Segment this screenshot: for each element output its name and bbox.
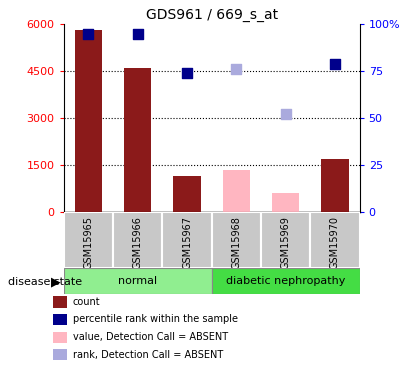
Bar [113,212,162,268]
Bar [173,176,201,212]
Bar [272,192,299,212]
Point [134,31,141,37]
Bar [212,212,261,268]
Bar [64,212,113,268]
Text: ▶: ▶ [51,276,60,288]
Point [85,31,92,37]
Text: GSM15970: GSM15970 [330,216,340,269]
Point [332,61,338,67]
Bar [162,212,212,268]
Text: GSM15967: GSM15967 [182,216,192,269]
Point [233,66,240,72]
Bar [75,30,102,212]
Text: diabetic nephropathy: diabetic nephropathy [226,276,345,286]
Text: percentile rank within the sample: percentile rank within the sample [73,315,238,324]
Title: GDS961 / 669_s_at: GDS961 / 669_s_at [145,8,278,22]
Text: GSM15968: GSM15968 [231,216,241,269]
Bar [212,268,360,294]
Bar [261,212,310,268]
Bar [310,212,360,268]
Text: GSM15966: GSM15966 [133,216,143,269]
Point [184,70,190,76]
Point [282,111,289,117]
Bar [64,268,212,294]
Bar [321,159,349,212]
Text: count: count [73,297,100,307]
Text: GSM15965: GSM15965 [83,216,93,269]
Text: GSM15969: GSM15969 [281,216,291,269]
Bar [124,68,151,212]
Text: disease state: disease state [8,277,82,287]
Bar [223,170,250,212]
Text: rank, Detection Call = ABSENT: rank, Detection Call = ABSENT [73,350,223,360]
Text: value, Detection Call = ABSENT: value, Detection Call = ABSENT [73,332,228,342]
Text: normal: normal [118,276,157,286]
